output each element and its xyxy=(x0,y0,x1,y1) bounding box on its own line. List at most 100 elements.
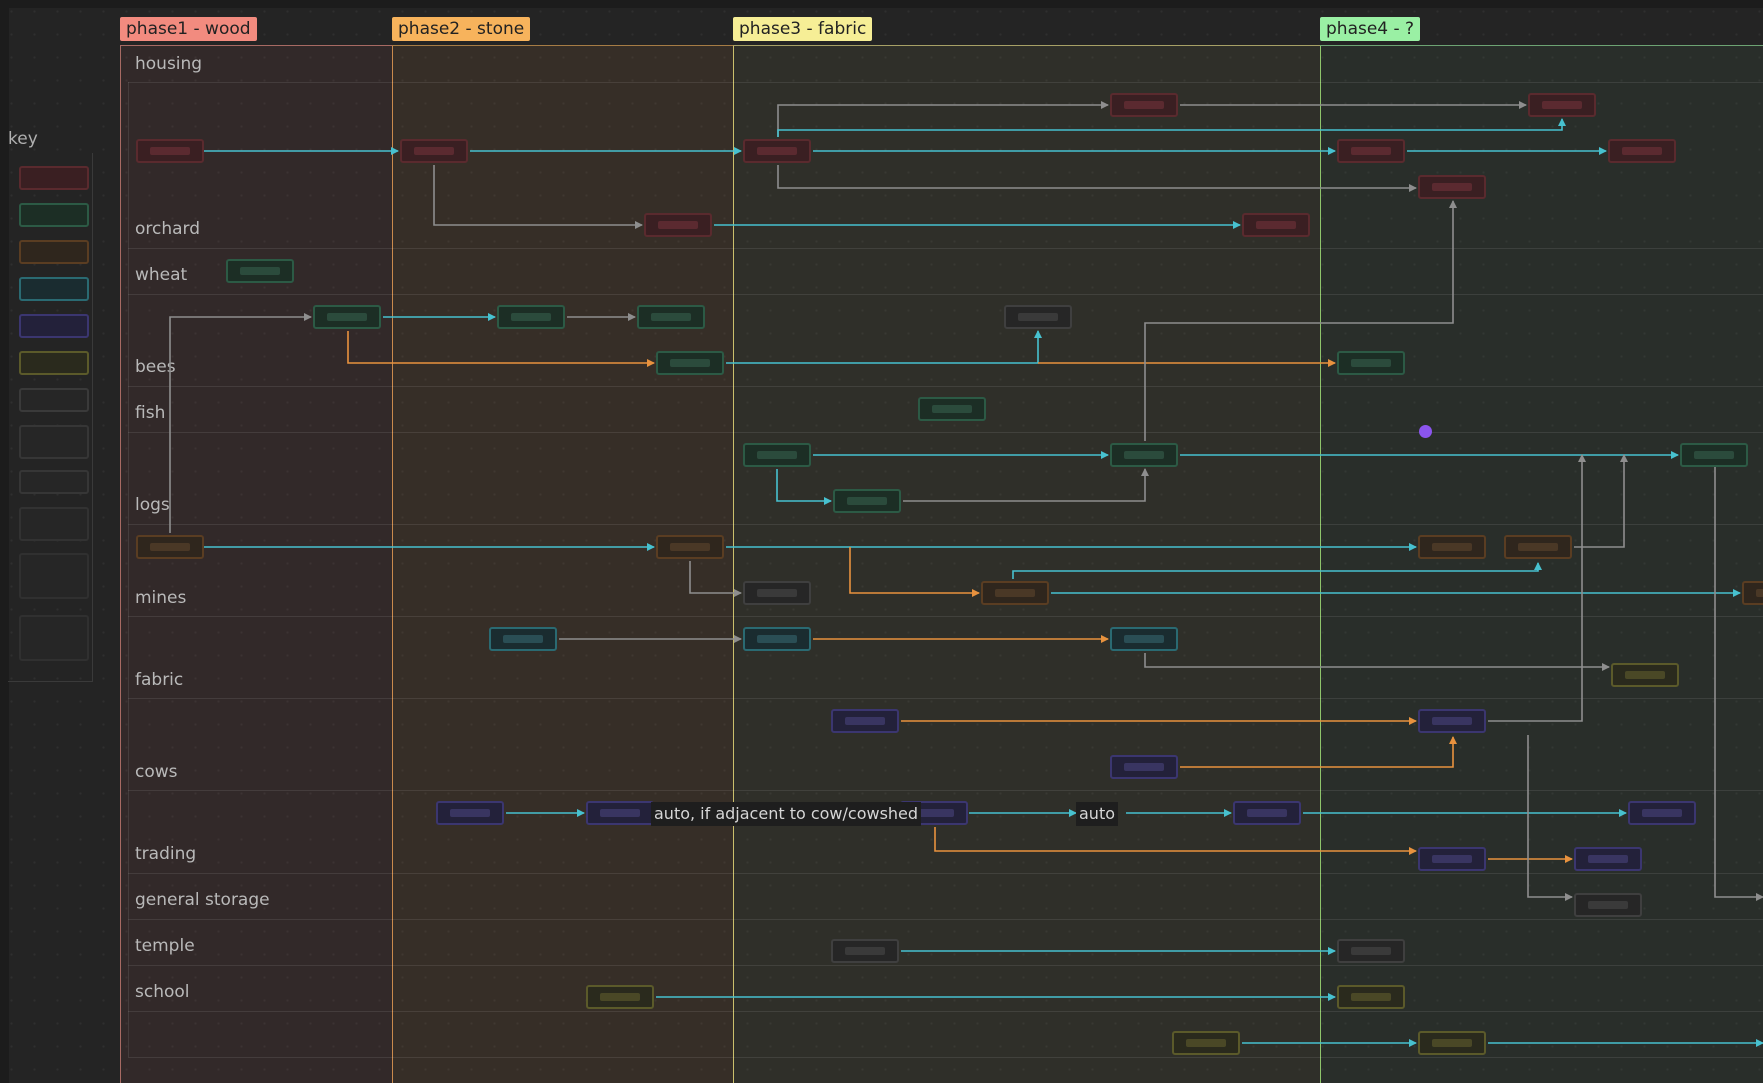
node-content-bar xyxy=(450,809,490,817)
key-swatch-gray[interactable] xyxy=(19,507,89,541)
node-content-bar xyxy=(914,809,954,817)
edge-arrow-gray xyxy=(433,165,643,229)
node-mines[interactable] xyxy=(656,535,724,559)
node-bees[interactable] xyxy=(1337,351,1405,375)
node-content-bar xyxy=(1247,809,1287,817)
key-swatch-gray[interactable] xyxy=(19,425,89,459)
lane-label-school: school xyxy=(135,982,190,1002)
node-logs[interactable] xyxy=(1680,443,1748,467)
node-content-bar xyxy=(1186,1039,1226,1047)
node-wheat[interactable] xyxy=(226,259,294,283)
node-content-bar xyxy=(1625,671,1665,679)
node-cows[interactable] xyxy=(831,709,899,733)
edge-label-auto: auto xyxy=(1076,802,1119,826)
key-swatch-green[interactable] xyxy=(19,203,89,227)
node-school[interactable] xyxy=(1418,1031,1486,1055)
node-fabric[interactable] xyxy=(1110,627,1178,651)
node-fish[interactable] xyxy=(918,397,986,421)
phase1-left-border xyxy=(120,46,121,1083)
node-content-bar xyxy=(327,313,367,321)
key-swatch-gray[interactable] xyxy=(19,615,89,661)
edge-arrow-gray xyxy=(777,101,1109,137)
node-trading[interactable] xyxy=(436,801,504,825)
node-mines[interactable] xyxy=(743,581,811,605)
key-swatch-purple[interactable] xyxy=(19,314,89,338)
phase4-label[interactable]: phase4 - ? xyxy=(1320,17,1421,41)
edge-arrow-orange xyxy=(1180,736,1457,768)
key-legend xyxy=(8,153,93,682)
node-housing[interactable] xyxy=(743,139,811,163)
key-swatch-gray[interactable] xyxy=(19,388,89,412)
lane-label-wheat: wheat xyxy=(135,265,188,285)
node-trading[interactable] xyxy=(1628,801,1696,825)
node-logs[interactable] xyxy=(743,443,811,467)
node-content-bar xyxy=(845,717,885,725)
node-general-storage[interactable] xyxy=(1574,893,1642,917)
node-school[interactable] xyxy=(1172,1031,1240,1055)
node-logs[interactable] xyxy=(833,489,901,513)
node-mines[interactable] xyxy=(1418,535,1486,559)
node-mines[interactable] xyxy=(1504,535,1572,559)
node-content-bar xyxy=(1124,763,1164,771)
node-fabric[interactable] xyxy=(743,627,811,651)
key-swatch-brown[interactable] xyxy=(19,240,89,264)
node-bees[interactable] xyxy=(637,305,705,329)
node-trading[interactable] xyxy=(1574,847,1642,871)
node-mines[interactable] xyxy=(1742,581,1763,605)
edge-label-auto-adjacent: auto, if adjacent to cow/cowshed xyxy=(651,802,922,826)
phase2-label[interactable]: phase2 - stone xyxy=(392,17,531,41)
lane-label-fish: fish xyxy=(135,403,166,423)
node-bees[interactable] xyxy=(1004,305,1072,329)
node-temple[interactable] xyxy=(831,939,899,963)
node-content-bar xyxy=(670,543,710,551)
node-temple[interactable] xyxy=(1337,939,1405,963)
node-content-bar xyxy=(1694,451,1734,459)
node-trading[interactable] xyxy=(586,801,654,825)
node-fabric[interactable] xyxy=(489,627,557,651)
phase1-label[interactable]: phase1 - wood xyxy=(120,17,257,41)
node-bees[interactable] xyxy=(656,351,724,375)
lane-divider xyxy=(128,873,1763,874)
node-logs[interactable] xyxy=(1110,443,1178,467)
node-housing[interactable] xyxy=(1418,175,1486,199)
node-orchard[interactable] xyxy=(644,213,712,237)
node-housing[interactable] xyxy=(1528,93,1596,117)
key-swatch-teal[interactable] xyxy=(19,277,89,301)
node-school[interactable] xyxy=(586,985,654,1009)
phase1-top-border xyxy=(120,45,392,46)
node-mines[interactable] xyxy=(981,581,1049,605)
key-swatch-gray[interactable] xyxy=(19,553,89,599)
key-swatch-gray[interactable] xyxy=(19,470,89,494)
phase4-left-border xyxy=(1320,46,1321,1083)
phase3-label[interactable]: phase3 - fabric xyxy=(733,17,873,41)
edge-arrow-orange xyxy=(849,547,980,597)
node-cows[interactable] xyxy=(1110,755,1178,779)
node-housing[interactable] xyxy=(136,139,204,163)
lane-label-orchard: orchard xyxy=(135,219,201,239)
key-swatch-olive[interactable] xyxy=(19,351,89,375)
edges-layer xyxy=(169,101,1763,1047)
node-content-bar xyxy=(847,497,887,505)
edge-arrow-gray xyxy=(903,468,1149,502)
node-school[interactable] xyxy=(1337,985,1405,1009)
lane-label-bees: bees xyxy=(135,357,176,377)
node-housing[interactable] xyxy=(1608,139,1676,163)
node-bees[interactable] xyxy=(313,305,381,329)
key-title: key xyxy=(8,129,38,149)
node-mines[interactable] xyxy=(136,535,204,559)
phase2-top-border xyxy=(392,45,733,46)
node-fabric[interactable] xyxy=(1611,663,1679,687)
node-cows[interactable] xyxy=(1418,709,1486,733)
lane-label-mines: mines xyxy=(135,588,187,608)
node-housing[interactable] xyxy=(400,139,468,163)
node-trading[interactable] xyxy=(1233,801,1301,825)
node-bees[interactable] xyxy=(497,305,565,329)
node-housing[interactable] xyxy=(1110,93,1178,117)
node-trading[interactable] xyxy=(1418,847,1486,871)
node-content-bar xyxy=(150,147,190,155)
key-swatch-red[interactable] xyxy=(19,166,89,190)
edge-arrow-teal xyxy=(1012,562,1542,579)
node-orchard[interactable] xyxy=(1242,213,1310,237)
edge-arrow-orange xyxy=(347,331,655,367)
node-housing[interactable] xyxy=(1337,139,1405,163)
